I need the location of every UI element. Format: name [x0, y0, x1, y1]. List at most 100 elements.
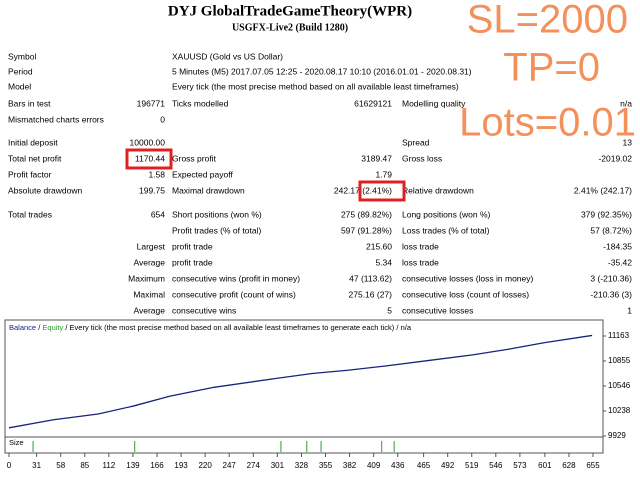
cell: Model	[8, 81, 31, 91]
cell: 242.17 (2.41%)	[334, 185, 392, 195]
cell: 275 (89.82%)	[341, 209, 392, 219]
x-tick-label: 465	[417, 461, 431, 470]
legend: Balance / Equity / Every tick (the most …	[9, 323, 412, 332]
x-tick-label: 436	[391, 461, 405, 470]
cell: 1.79	[375, 169, 392, 179]
chart: Balance / Equity / Every tick (the most …	[7, 323, 631, 470]
cell: Total trades	[8, 209, 52, 219]
x-tick-label: 573	[513, 461, 527, 470]
x-tick-label: 409	[367, 461, 381, 470]
x-tick-label: 0	[7, 461, 12, 470]
x-tick-label: 31	[32, 461, 41, 470]
cell: Mismatched charts errors	[8, 114, 104, 124]
cell: Profit trades (% of total)	[172, 225, 261, 235]
cell: Ticks modelled	[172, 98, 229, 108]
table: Symbol XAUUSD (Gold vs US Dollar) Period 5 …	[8, 51, 632, 315]
cell: Maximal drawdown	[172, 185, 245, 195]
cell: 57 (8.72%)	[590, 225, 632, 235]
x-tick-label: 655	[586, 461, 600, 470]
x-tick-label: 220	[198, 461, 212, 470]
x-tick-label: 247	[223, 461, 237, 470]
x-tick-label: 601	[538, 461, 552, 470]
cell: Relative drawdown	[402, 185, 474, 195]
cell: 5.34	[375, 257, 392, 267]
cell: n/a	[620, 98, 632, 108]
x-tick-label: 328	[295, 461, 309, 470]
cell: 215.60	[366, 241, 392, 251]
cell: Maximum	[128, 273, 165, 283]
cell: profit trade	[172, 257, 213, 267]
cell: -2019.02	[598, 153, 632, 163]
cell: Gross loss	[402, 153, 442, 163]
cell: 13	[623, 137, 633, 147]
cell: 1170.44	[135, 153, 165, 163]
overlay-text: TP=0	[503, 46, 600, 90]
cell: 3189.47	[361, 153, 392, 163]
legend-separator: /	[396, 323, 399, 332]
cell: Period	[8, 66, 33, 76]
cell: 275.16 (27)	[349, 289, 393, 299]
cell: 597 (91.28%)	[341, 225, 392, 235]
cell: Spread	[402, 137, 430, 147]
cell: consecutive losses	[402, 305, 473, 315]
x-tick-label: 301	[271, 461, 285, 470]
cell: consecutive wins (profit in money)	[172, 273, 300, 283]
cell: loss trade	[402, 241, 439, 251]
chart-frame	[4, 319, 604, 438]
cell: -184.35	[603, 241, 632, 251]
cell: Every tick (the most precise method base…	[172, 81, 459, 91]
subtitle: USGFX-Live2 (Build 1280)	[232, 22, 348, 33]
y-tick-label: 10238	[608, 406, 631, 415]
y-tick-label: 11163	[608, 331, 630, 340]
cell: 2.41% (242.17)	[574, 185, 632, 195]
cell: 5 Minutes (M5) 2017.07.05 12:25 - 2020.0…	[172, 66, 472, 76]
overlay-text: SL=2000	[467, 0, 628, 42]
legend-entry: n/a	[401, 323, 412, 332]
cell: Long positions (won %)	[402, 209, 491, 219]
cell: 10000.00	[130, 137, 166, 147]
cell: Average	[133, 305, 165, 315]
x-tick-label: 382	[343, 461, 357, 470]
overlay-text: Lots=0.01	[459, 101, 636, 145]
x-tick-label: 193	[174, 461, 188, 470]
cell: 0	[160, 114, 165, 124]
x-tick-label: 355	[319, 461, 333, 470]
cell: Expected payoff	[172, 169, 233, 179]
cell: 61629121	[354, 98, 392, 108]
cell: Gross profit	[172, 153, 217, 163]
cell: Maximal	[133, 289, 165, 299]
cell: 1	[627, 305, 632, 315]
cell: profit trade	[172, 241, 213, 251]
x-tick-label: 166	[150, 461, 164, 470]
legend-entry: Equity	[42, 323, 63, 332]
cell: Largest	[137, 241, 166, 251]
cell: Modelling quality	[402, 98, 466, 108]
cell: consecutive wins	[172, 305, 236, 315]
cell: Total net profit	[8, 153, 62, 163]
cell: Short positions (won %)	[172, 209, 262, 219]
cell: 199.75	[139, 185, 165, 195]
cell: -35.42	[608, 257, 632, 267]
cell: Average	[133, 257, 165, 267]
cell: consecutive profit (count of wins)	[172, 289, 296, 299]
cell: 1.58	[148, 169, 165, 179]
y-tick-label: 10855	[608, 356, 631, 365]
y-tick-label: 9929	[608, 431, 626, 440]
x-tick-label: 546	[489, 461, 503, 470]
y-tick-label: 10546	[608, 381, 631, 390]
cell: consecutive loss (count of losses)	[402, 289, 529, 299]
cell: 47 (113.62)	[349, 273, 392, 283]
x-tick-label: 519	[465, 461, 479, 470]
x-tick-label: 58	[56, 461, 65, 470]
highlight-box	[358, 180, 406, 202]
cell: 5	[387, 305, 392, 315]
cell: 196771	[137, 98, 166, 108]
legend-entry: Balance	[9, 323, 36, 332]
x-tick-label: 139	[126, 461, 140, 470]
cell: Loss trades (% of total)	[402, 225, 490, 235]
x-tick-label: 112	[102, 461, 115, 470]
cell: Symbol	[8, 51, 36, 61]
cell: XAUUSD (Gold vs US Dollar)	[172, 51, 283, 61]
cell: Absolute drawdown	[8, 185, 82, 195]
